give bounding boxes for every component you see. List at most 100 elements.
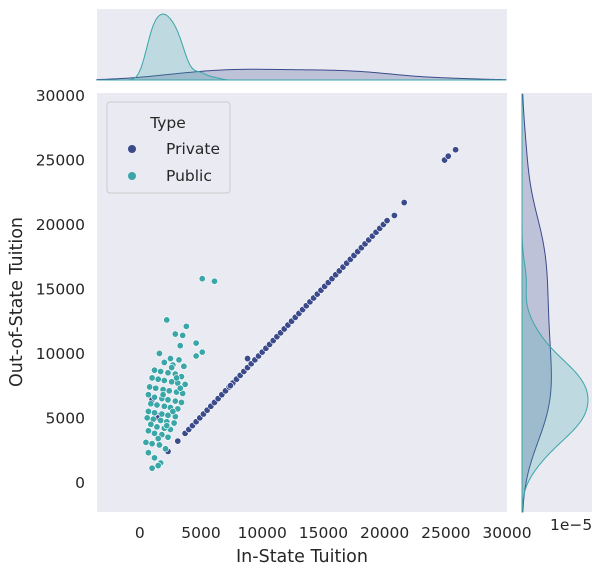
point-public	[182, 322, 190, 330]
top-kde-public	[97, 13, 506, 81]
point-public	[148, 440, 156, 448]
point-public	[151, 454, 159, 462]
point-public	[176, 342, 184, 350]
point-public	[171, 330, 179, 338]
point-public	[154, 375, 162, 383]
point-public	[166, 355, 174, 363]
point-public	[144, 391, 152, 399]
point-public	[210, 277, 218, 285]
point-public	[160, 358, 168, 366]
top-marginal-panel	[97, 9, 507, 80]
point-public	[160, 402, 168, 410]
y-tick-label: 10000	[36, 345, 85, 363]
point-public	[151, 429, 159, 437]
point-public	[159, 391, 167, 399]
top-marginal-kde	[96, 13, 507, 81]
point-public	[148, 464, 156, 472]
point-public	[157, 367, 165, 375]
right-kde-private	[521, 93, 552, 513]
point-private	[400, 199, 408, 207]
point-public	[162, 445, 170, 453]
point-private	[226, 382, 234, 390]
x-tick-label: 30000	[482, 524, 531, 542]
point-public	[147, 400, 155, 408]
x-axis-label: In-State Tuition	[236, 547, 368, 567]
point-public	[148, 374, 156, 382]
legend-label-public: Public	[166, 167, 212, 185]
point-public	[153, 423, 161, 431]
point-public	[198, 275, 206, 283]
point-public	[147, 420, 155, 428]
right-marginal-exponent-label: 1e−5	[550, 516, 592, 534]
point-public	[164, 369, 172, 377]
y-tick-label: 20000	[36, 216, 85, 234]
point-public	[169, 407, 177, 415]
point-public	[181, 380, 189, 388]
point-public	[192, 339, 200, 347]
point-public	[153, 401, 161, 409]
point-public	[192, 352, 200, 360]
point-public	[176, 384, 184, 392]
point-public	[144, 427, 152, 435]
point-public	[155, 441, 163, 449]
point-private	[452, 146, 460, 154]
point-public	[151, 366, 159, 374]
y-tick-label: 5000	[46, 409, 85, 427]
legend-marker-public	[128, 172, 136, 180]
x-tick-label: 10000	[238, 524, 287, 542]
point-private	[444, 152, 452, 160]
legend-box	[106, 101, 231, 194]
point-public	[152, 384, 160, 392]
point-public	[160, 376, 168, 384]
right-marginal-panel	[522, 93, 592, 512]
y-tick-label: 25000	[36, 152, 85, 170]
legend: Type Private Public	[106, 101, 231, 194]
point-public	[144, 449, 152, 457]
point-public	[173, 374, 181, 382]
point-public	[179, 331, 187, 339]
point-public	[158, 410, 166, 418]
point-public	[157, 416, 165, 424]
legend-marker-private	[128, 145, 136, 153]
point-public	[142, 438, 150, 446]
x-tick-label: 25000	[421, 524, 470, 542]
point-public	[151, 393, 159, 401]
y-axis-ticks: 0 5000 10000 15000 20000 25000 30000	[36, 87, 85, 492]
point-public	[143, 414, 151, 422]
y-axis-label: Out-of-State Tuition	[7, 217, 27, 387]
point-public	[180, 362, 188, 370]
x-tick-label: 15000	[299, 524, 348, 542]
point-private	[244, 355, 252, 363]
right-kde-public	[521, 94, 589, 513]
point-public	[175, 356, 183, 364]
point-private	[383, 217, 391, 225]
point-public	[163, 422, 171, 430]
point-public	[171, 397, 179, 405]
right-marginal-kde	[521, 93, 589, 513]
point-public	[144, 407, 152, 415]
y-tick-label: 15000	[36, 280, 85, 298]
point-public	[198, 348, 206, 356]
point-public	[151, 409, 159, 417]
point-public	[154, 435, 162, 443]
point-public	[164, 433, 172, 441]
point-private	[390, 211, 398, 219]
point-public	[168, 364, 176, 372]
point-public	[164, 396, 172, 404]
point-public	[154, 462, 162, 470]
point-public	[165, 387, 173, 395]
y-tick-label: 30000	[36, 87, 85, 105]
point-public	[163, 316, 171, 324]
legend-label-private: Private	[166, 140, 220, 158]
legend-title: Type	[149, 114, 186, 132]
x-tick-label: 20000	[360, 524, 409, 542]
point-public	[170, 419, 178, 427]
x-tick-label: 0	[135, 524, 145, 542]
point-public	[155, 349, 163, 357]
scatter-points	[142, 146, 460, 472]
y-tick-label: 0	[75, 474, 85, 492]
x-tick-label: 5000	[181, 524, 220, 542]
point-public	[177, 398, 185, 406]
x-axis-ticks: 0 5000 10000 15000 20000 25000 30000	[135, 524, 532, 542]
